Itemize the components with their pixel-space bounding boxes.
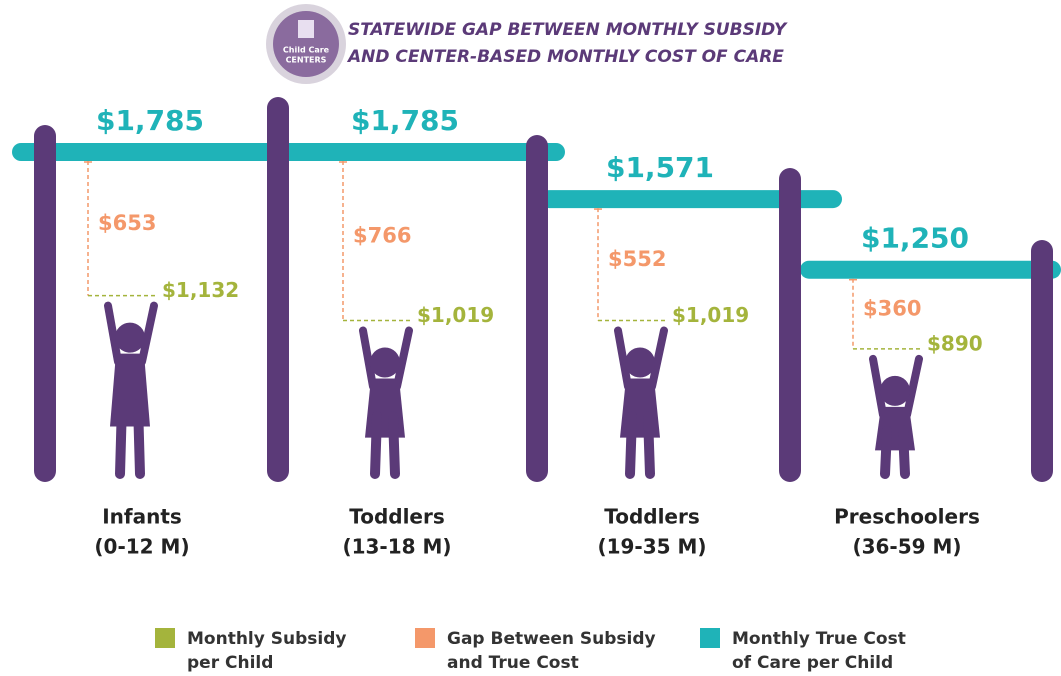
true-cost-bar <box>270 143 565 161</box>
body <box>875 406 915 451</box>
leg <box>115 398 127 479</box>
badge <box>273 11 339 77</box>
true-cost-bar <box>540 190 842 209</box>
pole <box>267 97 289 482</box>
leg <box>625 411 637 479</box>
leg <box>880 425 892 479</box>
legend-swatch <box>415 628 435 648</box>
category-label: Preschoolers <box>834 505 980 529</box>
subsidy-label: $1,019 <box>672 303 749 327</box>
arm <box>138 301 158 366</box>
subsidy-label: $1,019 <box>417 303 494 327</box>
subsidy-label: $1,132 <box>162 278 239 302</box>
gap-label: $360 <box>863 296 921 320</box>
category-label: (13-18 M) <box>342 535 451 559</box>
arm <box>614 326 632 391</box>
gap-label: $766 <box>353 223 411 247</box>
category-label: (0-12 M) <box>94 535 189 559</box>
badge-text: CENTERS <box>286 56 327 65</box>
true-cost-label: $1,571 <box>606 151 714 184</box>
true-cost-bar <box>800 260 1061 279</box>
badge-text: Child Care <box>283 46 330 55</box>
true-cost-bar <box>12 143 285 161</box>
legend-label: Monthly True Cost of Care per Child <box>732 629 906 673</box>
arm <box>903 354 923 419</box>
leg <box>898 425 910 479</box>
arm <box>648 326 668 391</box>
leg <box>643 411 655 479</box>
body <box>110 353 150 427</box>
leg <box>133 398 145 479</box>
true-cost-label: $1,785 <box>351 104 459 137</box>
badge-icon <box>298 20 314 38</box>
head <box>370 347 400 378</box>
leg <box>388 411 400 479</box>
category-label: (36-59 M) <box>852 535 961 559</box>
arm <box>869 354 887 419</box>
subsidy-label: $890 <box>927 331 983 355</box>
legend-label: Monthly Subsidy per Child <box>187 629 347 673</box>
pole <box>1031 240 1053 482</box>
chart-title: STATEWIDE GAP BETWEEN MONTHLY SUBSIDY <box>348 20 788 40</box>
true-cost-label: $1,250 <box>861 222 969 255</box>
legend-label: Gap Between Subsidy and True Cost <box>447 629 656 673</box>
head <box>625 347 655 378</box>
body <box>620 378 660 438</box>
pole <box>34 125 56 482</box>
pole <box>526 135 548 482</box>
category-label: Toddlers <box>604 505 700 529</box>
gap-label: $653 <box>98 211 156 235</box>
head <box>115 322 145 353</box>
legend-swatch <box>700 628 720 648</box>
legend-swatch <box>155 628 175 648</box>
true-cost-label: $1,785 <box>96 104 204 137</box>
arm <box>359 326 377 391</box>
leg <box>370 411 382 479</box>
category-label: (19-35 M) <box>597 535 706 559</box>
body <box>365 378 405 438</box>
category-label: Toddlers <box>349 505 445 529</box>
gap-label: $552 <box>608 247 666 271</box>
chart-title: AND CENTER-BASED MONTHLY COST OF CARE <box>346 47 784 67</box>
category-label: Infants <box>102 505 182 529</box>
head <box>880 375 910 406</box>
arm <box>393 326 413 391</box>
arm <box>104 301 122 366</box>
pole <box>779 168 801 482</box>
